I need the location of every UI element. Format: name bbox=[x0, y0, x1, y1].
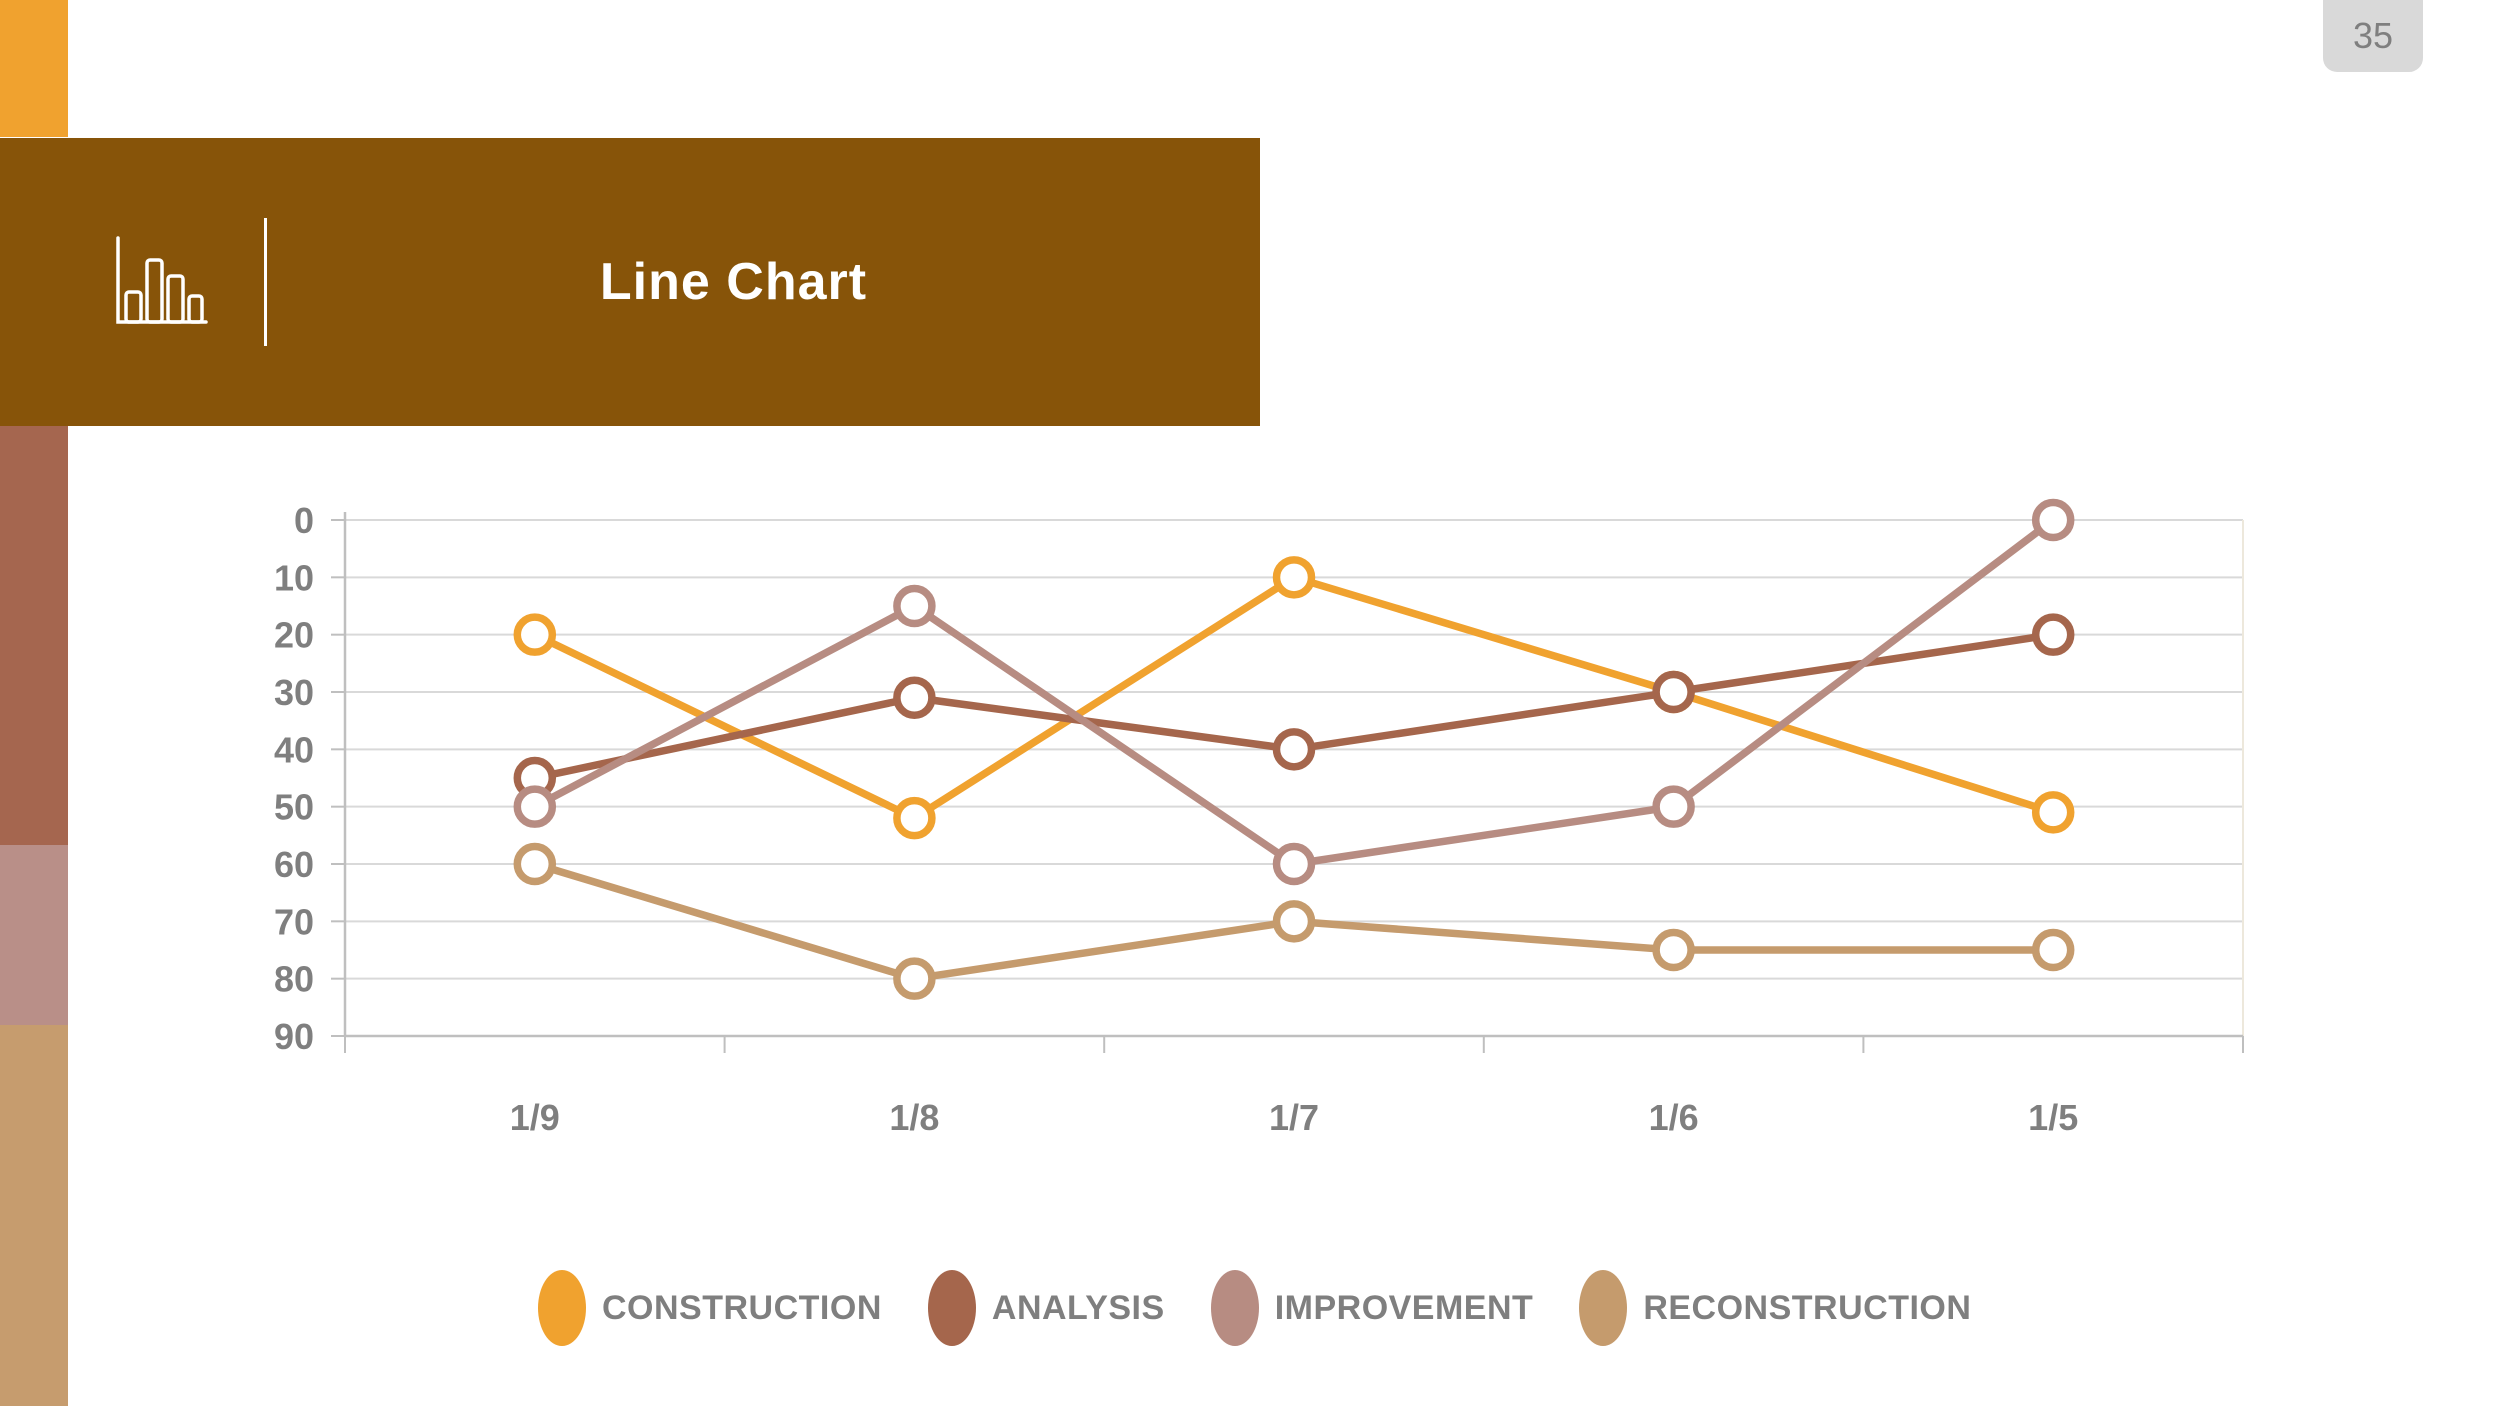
legend-label: ANALYSIS bbox=[991, 1288, 1165, 1327]
banner-divider bbox=[264, 218, 267, 346]
y-axis-tick-label: 30 bbox=[274, 672, 314, 713]
chart-legend: CONSTRUCTION ANALYSIS IMPROVEMENT RECONS… bbox=[538, 1266, 1971, 1350]
page-title: Line Chart bbox=[599, 253, 868, 311]
y-axis-tick-label: 60 bbox=[274, 844, 314, 885]
series-construction-line bbox=[531, 573, 2057, 822]
series-construction-marker bbox=[513, 613, 557, 656]
legend-marker-reconstruction bbox=[1579, 1270, 1628, 1346]
x-axis-label: 1/8 bbox=[889, 1097, 939, 1138]
legend-marker-improvement bbox=[1210, 1270, 1259, 1346]
series-reconstruction-marker bbox=[1652, 928, 1695, 972]
legend-item-improvement: IMPROVEMENT bbox=[1210, 1270, 1534, 1346]
series-construction-marker bbox=[893, 796, 936, 840]
legend-label: CONSTRUCTION bbox=[602, 1288, 882, 1327]
page-number-badge: 35 bbox=[2323, 0, 2423, 72]
side-accent-mauve bbox=[0, 845, 68, 1025]
y-axis-tick-label: 10 bbox=[274, 557, 314, 598]
series-analysis-marker bbox=[1272, 728, 1316, 771]
legend-item-reconstruction: RECONSTRUCTION bbox=[1579, 1270, 1971, 1346]
x-axis-label: 1/9 bbox=[510, 1097, 560, 1138]
series-construction-marker bbox=[2031, 791, 2075, 834]
series-reconstruction-marker bbox=[893, 957, 936, 1000]
series-analysis-marker bbox=[893, 676, 936, 719]
series-construction-marker bbox=[1272, 556, 1316, 599]
x-axis-label: 1/6 bbox=[1649, 1097, 1699, 1138]
orange-accent-square bbox=[0, 0, 68, 137]
y-axis-tick-label: 20 bbox=[274, 615, 314, 656]
y-axis-tick-label: 0 bbox=[294, 500, 314, 541]
legend-item-construction: CONSTRUCTION bbox=[538, 1270, 882, 1346]
side-accent-tan bbox=[0, 1025, 68, 1406]
series-improvement-marker bbox=[2031, 498, 2075, 542]
page-number: 35 bbox=[2352, 15, 2394, 56]
series-reconstruction-marker bbox=[513, 842, 557, 886]
y-axis-tick-label: 80 bbox=[274, 959, 314, 1000]
series-improvement-marker bbox=[1272, 842, 1316, 886]
title-banner: Line Chart bbox=[0, 138, 1260, 426]
y-axis-tick-label: 40 bbox=[274, 729, 314, 770]
legend-marker-analysis bbox=[927, 1270, 976, 1346]
series-analysis-marker bbox=[2031, 613, 2075, 656]
series-reconstruction-marker bbox=[2031, 928, 2075, 972]
y-axis-tick-label: 50 bbox=[274, 787, 314, 828]
legend-marker-construction bbox=[538, 1270, 586, 1346]
series-improvement-marker bbox=[893, 584, 936, 628]
x-axis-label: 1/5 bbox=[2028, 1097, 2078, 1138]
bar-chart-icon bbox=[116, 236, 208, 324]
side-accent-red bbox=[0, 426, 68, 845]
series-analysis-marker bbox=[1652, 670, 1695, 714]
legend-label: IMPROVEMENT bbox=[1274, 1288, 1534, 1327]
series-reconstruction-marker bbox=[1272, 900, 1316, 943]
legend-item-analysis: ANALYSIS bbox=[927, 1270, 1165, 1346]
y-axis-tick-label: 70 bbox=[274, 901, 314, 942]
y-axis-tick-label: 90 bbox=[274, 1016, 314, 1057]
x-axis-label: 1/7 bbox=[1269, 1097, 1319, 1138]
legend-label: RECONSTRUCTION bbox=[1643, 1288, 1972, 1327]
series-improvement-marker bbox=[1652, 785, 1695, 828]
series-improvement-marker bbox=[513, 785, 557, 828]
